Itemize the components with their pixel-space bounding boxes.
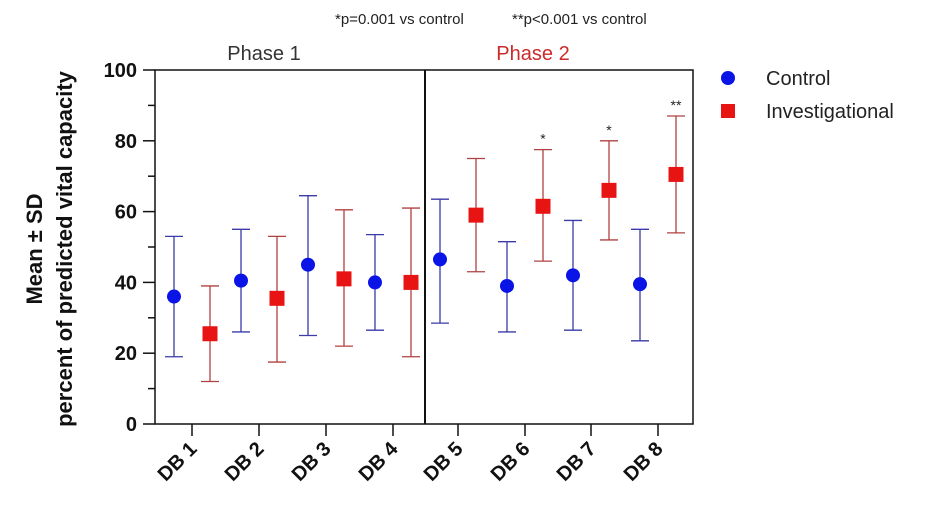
significance-star: ** xyxy=(671,97,682,113)
significance-markers: **** xyxy=(540,97,682,147)
investigational-point xyxy=(601,182,617,198)
x-tick-label: DB 6 xyxy=(487,438,535,486)
significance-star: * xyxy=(606,122,612,138)
investigational-point xyxy=(668,166,684,182)
control-point xyxy=(633,277,647,292)
investigational-point xyxy=(468,207,484,223)
y-axis: 0 20 40 60 80 100 xyxy=(104,60,155,436)
control-point xyxy=(368,275,382,290)
control-point xyxy=(566,268,580,283)
y-tick-label: 40 xyxy=(115,272,137,294)
x-tick-label: DB 3 xyxy=(288,438,336,486)
phase-1-label: Phase 1 xyxy=(227,43,300,65)
x-tick-label: DB 5 xyxy=(420,438,468,486)
significance-note-2: **p<0.001 vs control xyxy=(512,11,647,28)
y-tick-label: 0 xyxy=(126,414,137,436)
legend-control-marker xyxy=(721,71,735,85)
data-markers xyxy=(167,166,684,342)
legend-investigational-marker xyxy=(721,104,735,118)
control-point xyxy=(433,252,447,267)
y-axis-title: Mean ± SD percent of predicted vital cap… xyxy=(22,70,77,427)
investigational-point xyxy=(336,271,352,287)
y-tick-label: 60 xyxy=(115,202,137,224)
x-axis: DB 1 DB 2 DB 3 DB 4 DB 5 DB 6 DB 7 DB 8 xyxy=(154,424,668,486)
significance-star: * xyxy=(540,131,546,147)
y-axis-title-line2: percent of predicted vital capacity xyxy=(52,70,77,427)
legend: Control Investigational xyxy=(721,68,894,123)
investigational-point xyxy=(535,198,551,214)
phase-2-label: Phase 2 xyxy=(496,43,569,65)
y-tick-label: 80 xyxy=(115,131,137,153)
y-tick-label: 100 xyxy=(104,60,137,82)
investigational-point xyxy=(269,290,285,306)
control-point xyxy=(301,257,315,272)
control-point xyxy=(500,278,514,293)
legend-investigational-label: Investigational xyxy=(766,101,894,123)
x-tick-label: DB 8 xyxy=(620,438,668,486)
control-point xyxy=(234,273,248,288)
investigational-point xyxy=(202,326,218,342)
x-tick-label: DB 7 xyxy=(553,438,601,486)
x-tick-label: DB 1 xyxy=(154,438,202,486)
x-tick-label: DB 4 xyxy=(355,437,403,485)
control-point xyxy=(167,289,181,304)
x-tick-label: DB 2 xyxy=(221,438,269,486)
legend-control-label: Control xyxy=(766,68,830,90)
y-tick-label: 20 xyxy=(115,343,137,365)
significance-note-1: *p=0.001 vs control xyxy=(335,11,464,28)
investigational-point xyxy=(403,274,419,290)
y-axis-title-line1: Mean ± SD xyxy=(22,193,47,304)
